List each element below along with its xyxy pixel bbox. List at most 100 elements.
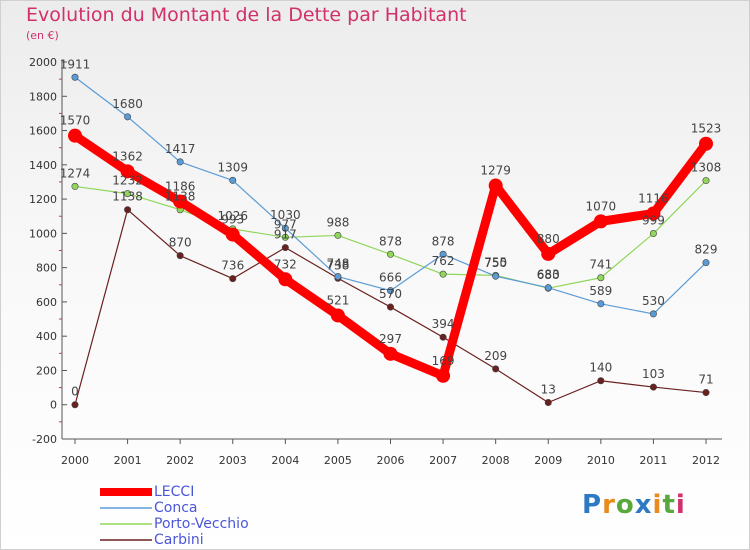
x-tick-label: 2005 [324, 454, 352, 467]
data-point-porto-vecchio [702, 177, 710, 185]
data-label-porto-vecchio: 999 [642, 214, 665, 228]
data-point-carbini [71, 401, 79, 409]
data-label-lecci: 297 [379, 332, 402, 346]
data-point-carbini [176, 252, 184, 260]
data-label-conca: 829 [695, 243, 718, 257]
y-tick-label: 1400 [29, 159, 57, 172]
data-label-porto-vecchio: 1232 [112, 174, 143, 188]
legend-item-lecci: LECCI [100, 484, 249, 500]
chart-title: Evolution du Montant de la Dette par Hab… [26, 4, 467, 26]
legend-label-lecci: LECCI [154, 484, 195, 500]
data-label-conca: 750 [484, 256, 507, 270]
x-tick-label: 2010 [587, 454, 615, 467]
data-point-conca [439, 250, 447, 258]
x-tick-label: 2004 [271, 454, 299, 467]
data-label-carbini: 736 [221, 259, 244, 273]
data-point-porto-vecchio [71, 182, 79, 190]
data-point-lecci [541, 246, 556, 261]
x-tick-label: 2006 [377, 454, 405, 467]
data-label-conca: 666 [379, 271, 402, 285]
data-label-lecci: 1523 [691, 122, 722, 136]
legend-label-conca: Conca [154, 500, 198, 516]
data-point-carbini [281, 244, 289, 252]
data-point-conca [71, 73, 79, 81]
data-label-porto-vecchio: 1138 [165, 190, 196, 204]
data-label-porto-vecchio: 680 [537, 268, 560, 282]
y-tick-label: 1000 [29, 227, 57, 240]
data-label-carbini: 917 [274, 228, 297, 242]
data-point-lecci [436, 368, 451, 383]
data-label-lecci: 521 [326, 293, 349, 307]
data-point-carbini [439, 333, 447, 341]
data-point-porto-vecchio [386, 250, 394, 258]
legend-label-porto-vecchio: Porto-Vecchio [154, 516, 249, 532]
data-point-porto-vecchio [597, 274, 605, 282]
data-point-lecci [225, 227, 240, 242]
data-label-carbini: 570 [379, 287, 402, 301]
y-tick-label: 1600 [29, 125, 57, 138]
x-tick-label: 2008 [482, 454, 510, 467]
legend-label-carbini: Carbini [154, 532, 204, 548]
y-tick-label: -200 [32, 433, 57, 446]
data-label-conca: 1911 [60, 57, 91, 71]
data-point-lecci [383, 346, 398, 361]
data-label-carbini: 103 [642, 367, 665, 381]
data-point-lecci [68, 128, 82, 143]
data-label-conca: 878 [432, 234, 455, 248]
y-tick-label: 400 [36, 330, 57, 343]
data-label-lecci: 1362 [112, 149, 143, 163]
legend-swatch-lecci [100, 488, 152, 496]
data-label-conca: 1309 [217, 160, 248, 174]
data-label-porto-vecchio: 755 [484, 255, 507, 269]
data-label-porto-vecchio: 878 [379, 234, 402, 248]
data-label-lecci: 993 [221, 213, 244, 227]
data-label-lecci: 1279 [480, 164, 511, 178]
data-point-carbini [124, 206, 132, 214]
data-label-conca: 589 [589, 284, 612, 298]
y-tick-label: 2000 [29, 56, 57, 69]
proxiti-logo: Proxiti [582, 490, 686, 520]
data-label-porto-vecchio: 977 [274, 217, 297, 231]
data-label-porto-vecchio: 1026 [217, 209, 248, 223]
data-label-conca: 683 [537, 268, 560, 282]
x-tick-label: 2009 [534, 454, 562, 467]
legend-item-carbini: Carbini [100, 532, 249, 548]
data-point-lecci [330, 308, 345, 323]
x-tick-label: 2011 [639, 454, 667, 467]
data-label-porto-vecchio: 1274 [60, 166, 91, 180]
data-point-lecci [646, 206, 661, 221]
data-label-lecci: 1116 [638, 191, 669, 205]
data-point-lecci [278, 272, 293, 287]
data-label-carbini: 140 [589, 361, 612, 375]
x-tick-label: 2001 [114, 454, 142, 467]
y-tick-label: 1200 [29, 193, 57, 206]
data-label-lecci: 880 [537, 232, 560, 246]
legend: LECCI Conca Porto-Vecchio Carbini [100, 484, 249, 548]
data-label-carbini: 1138 [112, 190, 143, 204]
data-point-conca [702, 259, 710, 267]
data-point-porto-vecchio [649, 230, 657, 238]
data-point-carbini [702, 389, 710, 397]
data-point-porto-vecchio [439, 270, 447, 278]
data-point-lecci [488, 178, 503, 193]
x-tick-label: 2000 [61, 454, 89, 467]
data-label-lecci: 1070 [586, 199, 617, 213]
data-point-carbini [544, 398, 552, 406]
y-tick-label: 800 [36, 262, 57, 275]
data-point-lecci [593, 214, 608, 229]
data-point-conca [176, 158, 184, 166]
data-label-porto-vecchio: 988 [326, 215, 349, 229]
data-point-conca [386, 287, 394, 295]
data-point-lecci [173, 194, 188, 209]
data-label-carbini: 394 [432, 317, 455, 331]
data-point-conca [544, 284, 552, 292]
data-point-porto-vecchio [334, 231, 342, 239]
data-label-porto-vecchio: 741 [589, 258, 612, 272]
data-point-conca [281, 224, 289, 232]
legend-item-conca: Conca [100, 500, 249, 516]
data-point-conca [649, 310, 657, 318]
data-label-carbini: 209 [484, 349, 507, 363]
data-label-porto-vecchio: 762 [432, 254, 455, 268]
data-point-conca [597, 300, 605, 308]
